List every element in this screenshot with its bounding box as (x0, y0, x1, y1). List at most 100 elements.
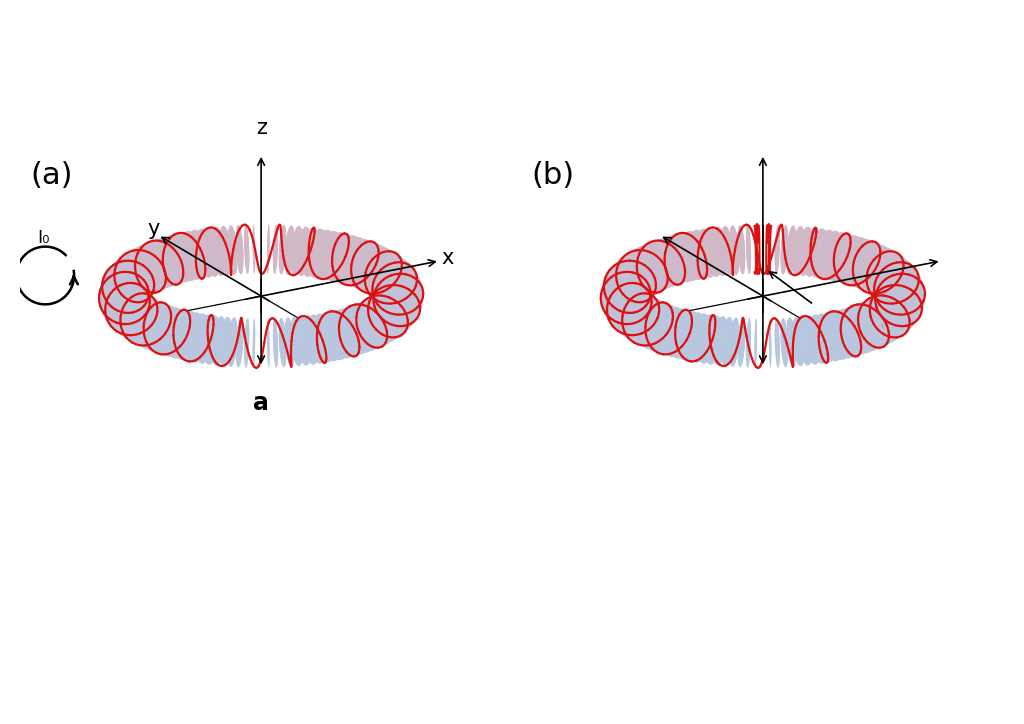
Polygon shape (829, 308, 865, 358)
Text: x: x (441, 248, 454, 268)
Polygon shape (312, 230, 342, 279)
Polygon shape (654, 307, 692, 357)
Polygon shape (873, 263, 924, 312)
Polygon shape (829, 234, 865, 284)
Text: plakje: plakje (830, 319, 893, 338)
Polygon shape (606, 258, 655, 307)
Polygon shape (166, 310, 200, 360)
Polygon shape (870, 258, 920, 307)
Polygon shape (153, 235, 190, 285)
Polygon shape (345, 240, 387, 290)
Polygon shape (173, 311, 205, 361)
Polygon shape (135, 302, 177, 351)
Polygon shape (675, 311, 707, 361)
Polygon shape (857, 247, 903, 296)
Polygon shape (140, 239, 181, 289)
Polygon shape (307, 229, 335, 279)
Polygon shape (608, 287, 657, 337)
Polygon shape (863, 292, 911, 341)
Polygon shape (786, 225, 805, 275)
Polygon shape (803, 315, 828, 364)
Polygon shape (839, 306, 878, 355)
Polygon shape (871, 261, 922, 310)
Polygon shape (614, 292, 663, 341)
Polygon shape (301, 227, 327, 277)
Polygon shape (614, 251, 663, 300)
Polygon shape (876, 268, 925, 317)
Polygon shape (117, 294, 164, 343)
Polygon shape (227, 225, 244, 275)
Polygon shape (374, 268, 423, 317)
Polygon shape (611, 290, 659, 339)
Polygon shape (187, 229, 215, 279)
Polygon shape (373, 266, 423, 314)
Polygon shape (775, 224, 788, 274)
Polygon shape (110, 290, 158, 339)
Polygon shape (729, 317, 745, 367)
Polygon shape (729, 225, 745, 275)
Polygon shape (874, 266, 925, 314)
Polygon shape (601, 268, 650, 317)
Polygon shape (834, 307, 871, 357)
Polygon shape (261, 319, 269, 368)
Polygon shape (648, 306, 687, 355)
Polygon shape (203, 227, 226, 277)
Polygon shape (682, 230, 712, 279)
Polygon shape (253, 319, 261, 368)
Polygon shape (602, 263, 652, 312)
Polygon shape (814, 313, 844, 363)
Polygon shape (219, 317, 238, 367)
Polygon shape (824, 232, 858, 282)
Polygon shape (632, 243, 675, 292)
Polygon shape (705, 227, 728, 277)
Polygon shape (792, 316, 813, 366)
Polygon shape (745, 318, 757, 368)
Polygon shape (868, 287, 918, 337)
Polygon shape (689, 229, 717, 279)
Polygon shape (604, 282, 654, 332)
Text: y: y (147, 219, 160, 239)
Polygon shape (780, 225, 797, 275)
Polygon shape (352, 245, 397, 294)
Polygon shape (851, 300, 894, 350)
Polygon shape (637, 302, 679, 351)
Polygon shape (780, 317, 797, 367)
Polygon shape (301, 315, 327, 364)
Polygon shape (99, 266, 150, 314)
Polygon shape (697, 227, 723, 277)
Polygon shape (125, 298, 170, 348)
Polygon shape (372, 280, 422, 329)
Polygon shape (737, 318, 751, 368)
Polygon shape (355, 247, 401, 296)
Polygon shape (755, 224, 763, 274)
Polygon shape (863, 251, 911, 300)
Polygon shape (668, 232, 701, 282)
Polygon shape (349, 243, 392, 292)
Polygon shape (798, 316, 821, 366)
Polygon shape (312, 313, 342, 363)
Polygon shape (341, 239, 382, 289)
Polygon shape (328, 234, 364, 284)
Polygon shape (627, 298, 672, 348)
Polygon shape (601, 275, 650, 324)
Polygon shape (104, 258, 154, 307)
Polygon shape (713, 316, 734, 366)
Polygon shape (341, 303, 382, 353)
Polygon shape (809, 313, 837, 363)
Polygon shape (99, 275, 148, 324)
Polygon shape (786, 317, 805, 367)
Polygon shape (180, 313, 210, 363)
Polygon shape (843, 239, 884, 289)
Polygon shape (721, 317, 739, 367)
Polygon shape (100, 263, 151, 312)
Polygon shape (337, 237, 376, 287)
Polygon shape (642, 303, 683, 353)
Polygon shape (121, 296, 167, 345)
Polygon shape (876, 275, 925, 324)
Polygon shape (866, 253, 914, 303)
Polygon shape (106, 287, 156, 337)
Polygon shape (106, 256, 156, 305)
Polygon shape (236, 318, 249, 368)
Polygon shape (819, 311, 851, 361)
Polygon shape (873, 280, 924, 329)
